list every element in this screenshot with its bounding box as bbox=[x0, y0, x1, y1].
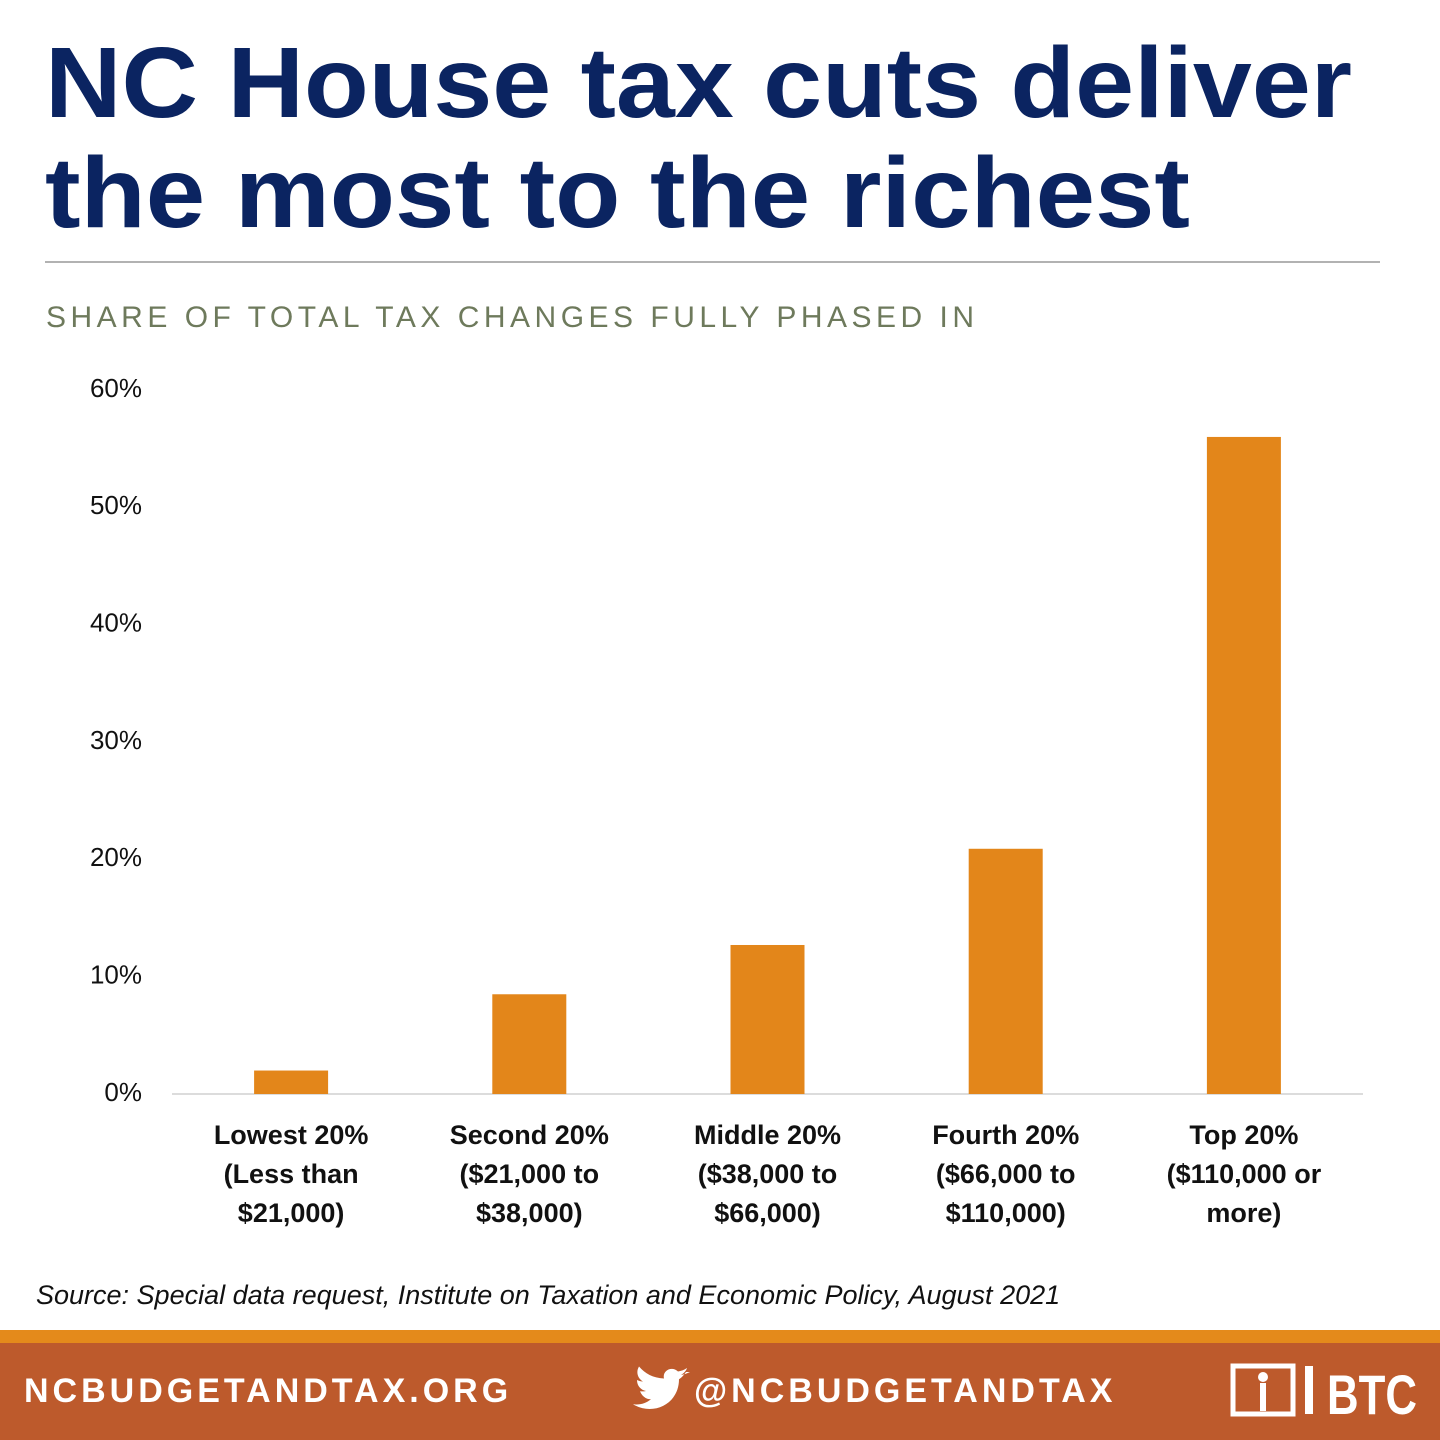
bar bbox=[968, 848, 1043, 1094]
x-tick-label: $38,000) bbox=[476, 1198, 583, 1228]
x-tick-label: more) bbox=[1206, 1198, 1281, 1228]
y-tick-label: 30% bbox=[90, 725, 142, 755]
x-tick-label: Lowest 20% bbox=[214, 1120, 369, 1150]
logo-icon bbox=[1230, 1363, 1313, 1417]
x-tick-label: $21,000) bbox=[238, 1198, 345, 1228]
title-line: NC House tax cuts deliver bbox=[45, 27, 1352, 139]
x-tick-label: Fourth 20% bbox=[932, 1120, 1079, 1150]
y-tick-label: 0% bbox=[104, 1077, 142, 1107]
y-tick-label: 20% bbox=[90, 842, 142, 872]
bar bbox=[492, 994, 567, 1094]
bar bbox=[1206, 436, 1281, 1094]
x-tick-label: ($38,000 to bbox=[698, 1159, 838, 1189]
x-tick-label: ($110,000 or bbox=[1167, 1159, 1322, 1189]
y-tick-label: 10% bbox=[90, 960, 142, 990]
y-tick-label: 50% bbox=[90, 490, 142, 520]
footer-handle: @NCBUDGETANDTAX bbox=[694, 1372, 1116, 1410]
bar bbox=[730, 944, 805, 1094]
y-tick-label: 60% bbox=[90, 373, 142, 403]
footer-band bbox=[0, 1343, 1440, 1440]
x-tick-label: $66,000) bbox=[714, 1198, 821, 1228]
bar bbox=[254, 1070, 329, 1094]
title-line: the most to the richest bbox=[45, 137, 1190, 249]
x-tick-label: ($21,000 to bbox=[460, 1159, 600, 1189]
footer-logo: BTC bbox=[1327, 1363, 1417, 1426]
source: Source: Special data request, Institute … bbox=[36, 1280, 1060, 1310]
subtitle: SHARE OF TOTAL TAX CHANGES FULLY PHASED … bbox=[46, 301, 979, 334]
footer-stripe bbox=[0, 1330, 1440, 1343]
x-tick-label: Middle 20% bbox=[694, 1120, 841, 1150]
x-tick-label: ($66,000 to bbox=[936, 1159, 1076, 1189]
x-tick-label: Top 20% bbox=[1189, 1120, 1298, 1150]
twitter-icon bbox=[633, 1366, 690, 1409]
x-tick-label: (Less than bbox=[224, 1159, 359, 1189]
footer-website: NCBUDGETANDTAX.ORG bbox=[24, 1372, 512, 1410]
y-tick-label: 40% bbox=[90, 608, 142, 638]
x-tick-label: $110,000) bbox=[946, 1198, 1066, 1228]
x-tick-label: Second 20% bbox=[450, 1120, 609, 1150]
